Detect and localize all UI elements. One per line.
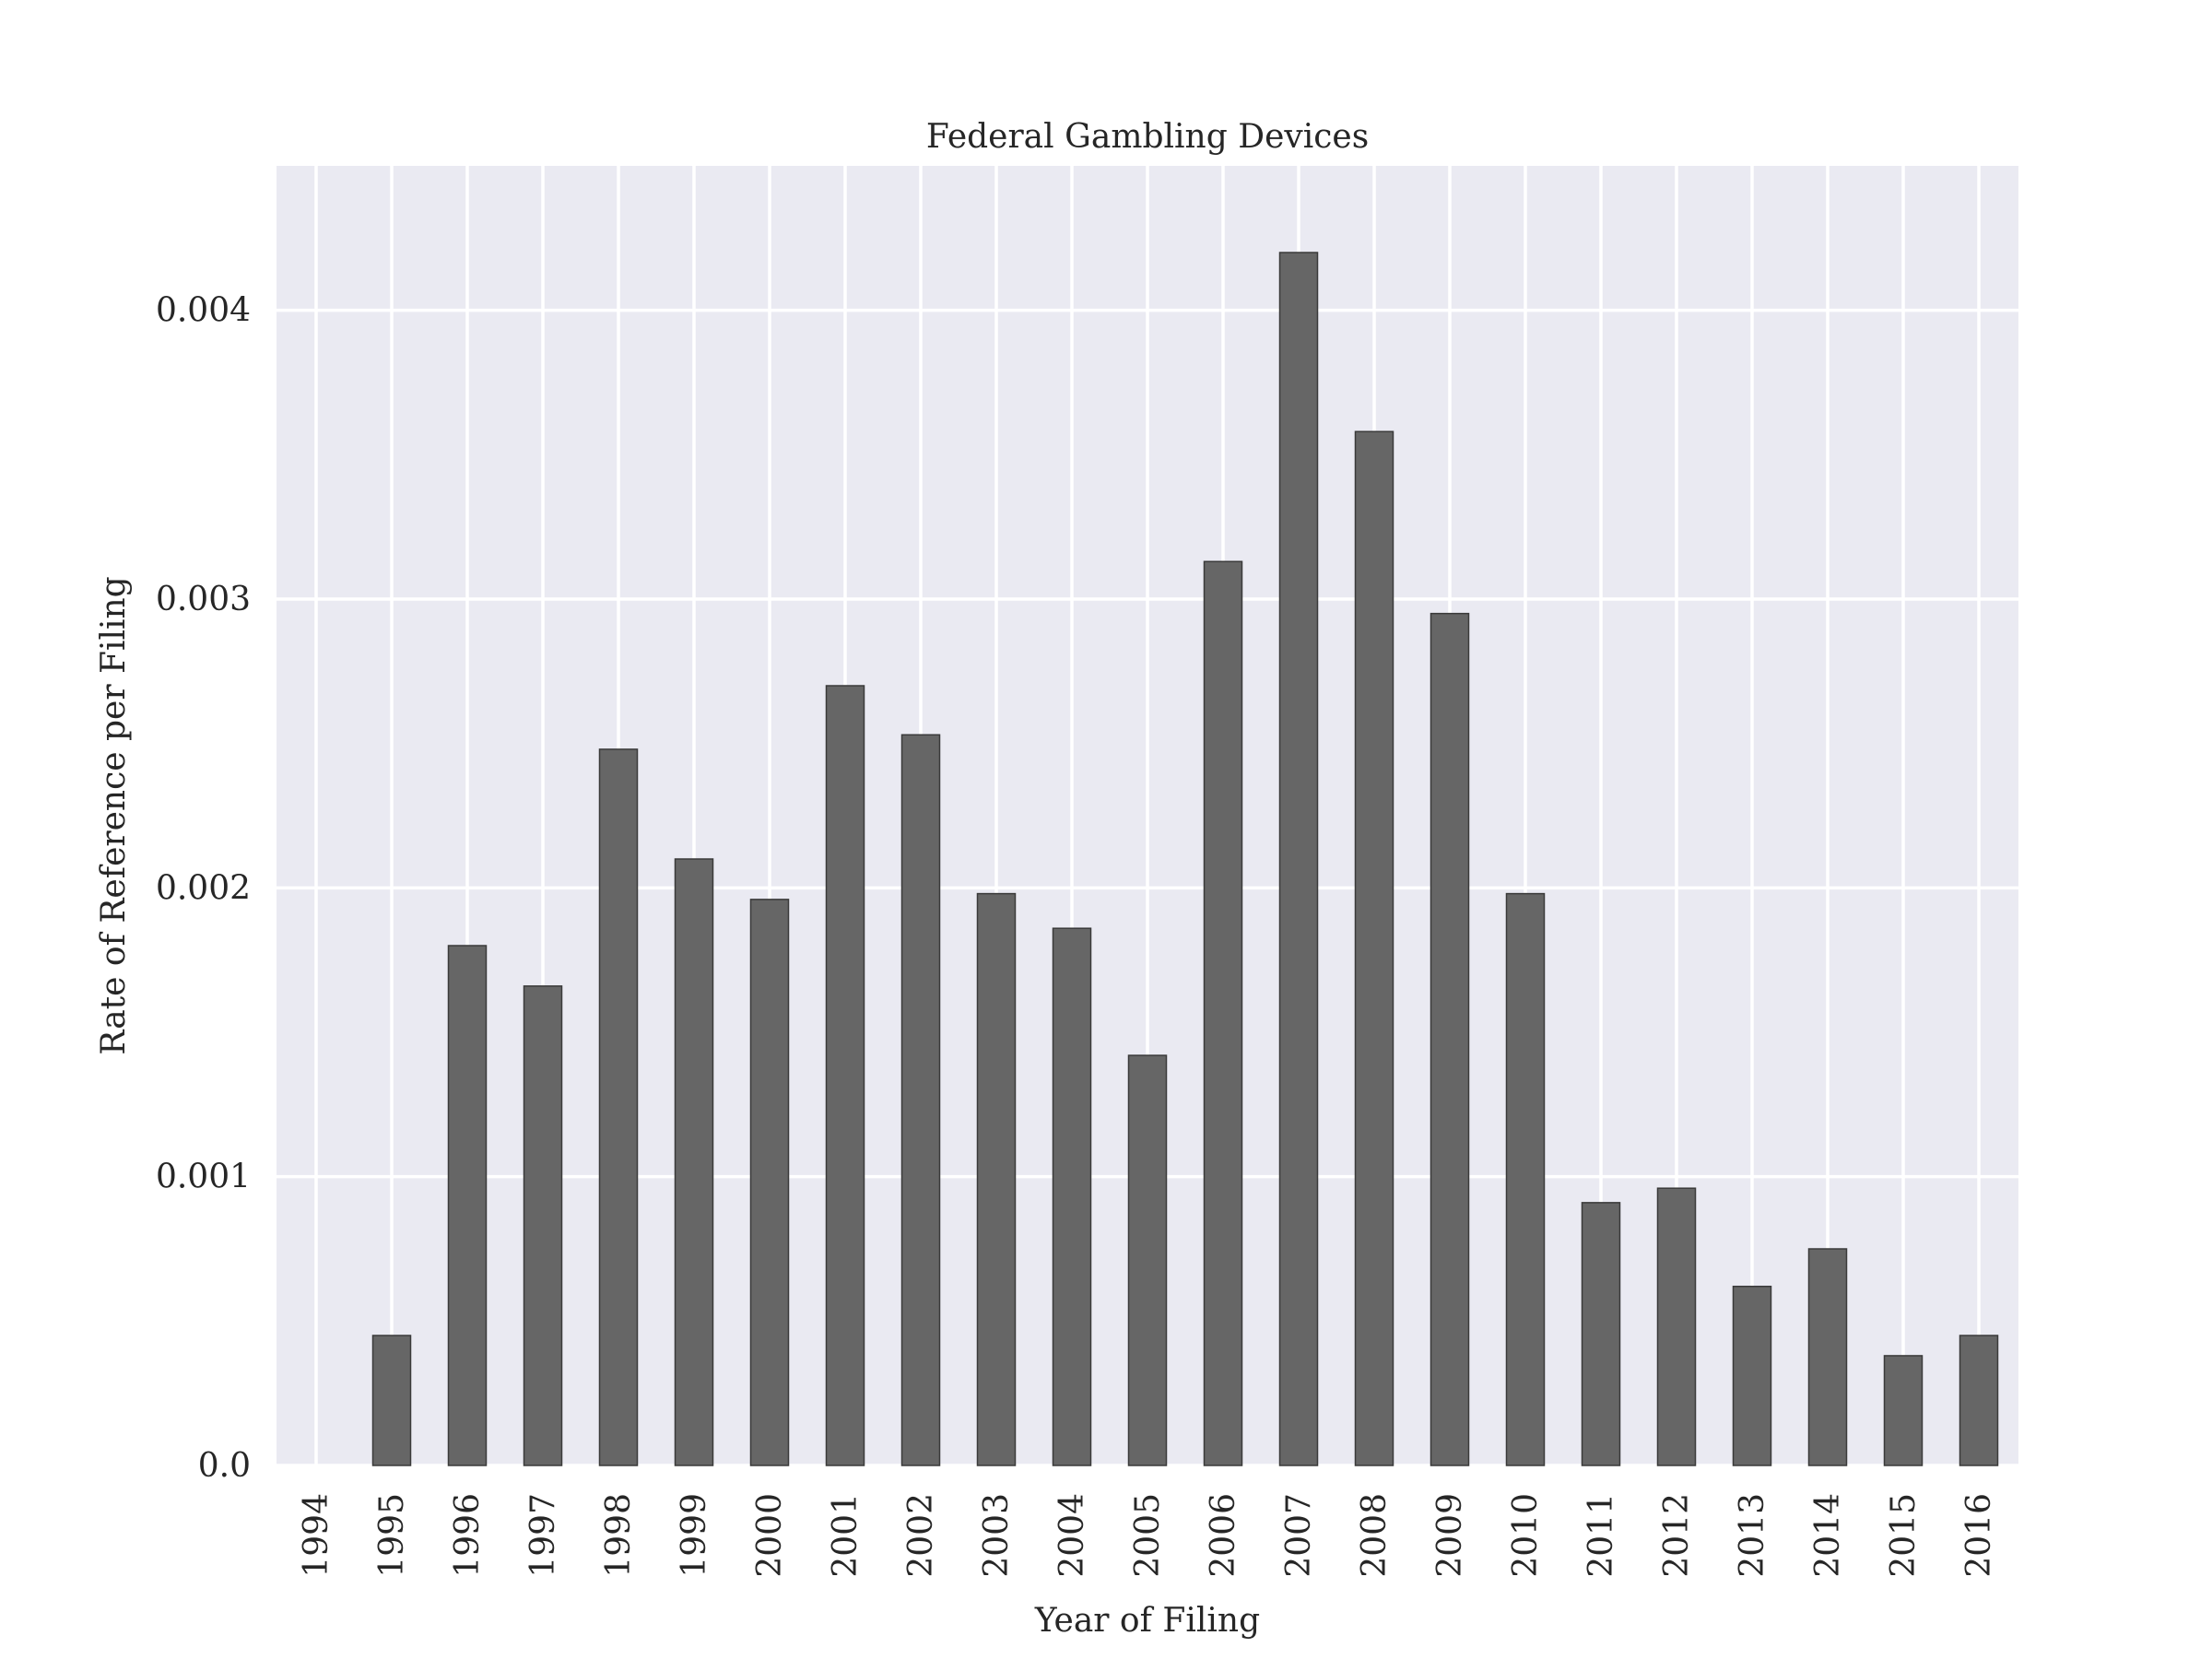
bar-1995 bbox=[371, 1335, 412, 1466]
x-axis-label: Year of Filing bbox=[1034, 1602, 1260, 1640]
x-tick-label: 2001 bbox=[827, 1493, 865, 1578]
bar-2000 bbox=[749, 899, 790, 1466]
bar-2005 bbox=[1127, 1054, 1168, 1466]
bar-1999 bbox=[674, 858, 714, 1466]
y-tick-labels: 0.0 0.001 0.002 0.003 0.004 bbox=[156, 292, 251, 1485]
x-tick-label: 2015 bbox=[1885, 1493, 1923, 1578]
chart-title: Federal Gambling Devices bbox=[926, 118, 1369, 156]
x-tick-label: 2016 bbox=[1960, 1493, 1998, 1578]
y-tick-label: 0.0 bbox=[198, 1447, 251, 1485]
x-tick-label: 2010 bbox=[1507, 1493, 1545, 1578]
x-tick-label: 2014 bbox=[1809, 1493, 1847, 1578]
bar-2010 bbox=[1505, 892, 1546, 1466]
bar-2014 bbox=[1807, 1248, 1848, 1466]
x-tick-label: 2007 bbox=[1280, 1493, 1318, 1578]
x-tick-label: 1997 bbox=[524, 1493, 562, 1578]
y-tick-label: 0.002 bbox=[156, 869, 251, 907]
bar-2013 bbox=[1732, 1285, 1772, 1466]
bar-2001 bbox=[825, 685, 865, 1466]
x-tick-label: 2012 bbox=[1658, 1493, 1696, 1578]
x-tick-label: 1998 bbox=[600, 1493, 638, 1578]
x-tick-label: 1995 bbox=[373, 1493, 411, 1578]
x-tick-label: 1996 bbox=[449, 1493, 487, 1578]
x-tick-label: 2004 bbox=[1053, 1493, 1091, 1578]
x-tick-label: 1999 bbox=[676, 1493, 713, 1578]
bar-2007 bbox=[1278, 252, 1319, 1466]
bar-1997 bbox=[523, 985, 563, 1466]
x-tick-label: 2011 bbox=[1583, 1493, 1620, 1578]
x-tick-label: 2006 bbox=[1205, 1493, 1242, 1578]
bar-2008 bbox=[1354, 430, 1394, 1466]
y-axis-label: Rate of Reference per Filing bbox=[95, 576, 133, 1054]
x-tick-label: 2002 bbox=[902, 1493, 940, 1578]
x-tick-label: 2008 bbox=[1356, 1493, 1394, 1578]
x-tick-label: 2000 bbox=[751, 1493, 789, 1578]
bars bbox=[371, 252, 1999, 1466]
bar-2004 bbox=[1052, 927, 1092, 1466]
bar-2011 bbox=[1581, 1202, 1621, 1466]
x-tick-label: 2013 bbox=[1734, 1493, 1771, 1578]
y-tick-label: 0.001 bbox=[156, 1159, 251, 1196]
y-tick-label: 0.004 bbox=[156, 292, 251, 330]
bar-2002 bbox=[900, 734, 941, 1466]
bar-2003 bbox=[976, 892, 1017, 1466]
x-tick-label: 2003 bbox=[978, 1493, 1016, 1578]
bar-1996 bbox=[447, 945, 488, 1466]
x-tick-label: 2009 bbox=[1431, 1493, 1469, 1578]
bar-1998 bbox=[598, 748, 639, 1466]
bar-2015 bbox=[1883, 1355, 1924, 1466]
bar-2012 bbox=[1656, 1187, 1697, 1466]
bar-2006 bbox=[1203, 560, 1243, 1466]
bar-2009 bbox=[1430, 612, 1470, 1466]
x-tick-label: 1994 bbox=[298, 1493, 335, 1578]
x-tick-label: 2005 bbox=[1129, 1493, 1167, 1578]
bar-2016 bbox=[1959, 1335, 1999, 1466]
y-tick-label: 0.003 bbox=[156, 581, 251, 618]
x-tick-labels: 1994 1995 1996 1997 1998 1999 2000 2001 2002 2003… bbox=[298, 1493, 1998, 1578]
